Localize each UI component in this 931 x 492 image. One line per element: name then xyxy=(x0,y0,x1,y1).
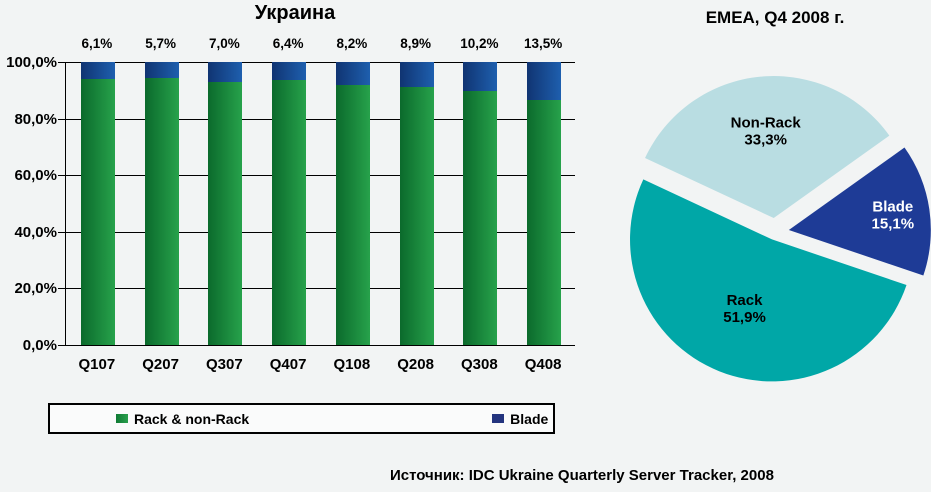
y-axis-tick-label: 0,0% xyxy=(22,337,57,354)
y-axis-tick xyxy=(58,288,66,290)
bar-value-label: 8,9% xyxy=(400,36,432,51)
bar-value-label: 6,4% xyxy=(272,36,304,51)
x-axis-category-label: Q208 xyxy=(397,356,434,373)
bar-value-label: 8,2% xyxy=(336,36,368,51)
bar-segment-rack xyxy=(80,79,115,345)
bar-segment-rack xyxy=(399,87,434,345)
x-axis-category-label: Q308 xyxy=(461,356,498,373)
legend-label-blade: Blade xyxy=(510,410,549,427)
pie-slice-label-rack: Rack 51,9% xyxy=(723,292,766,326)
stacked-bar-Q107 xyxy=(80,62,115,345)
y-axis-tick-label: 40,0% xyxy=(14,223,57,241)
bar-segment-blade xyxy=(272,62,307,81)
bar-segment-rack xyxy=(272,80,307,345)
x-axis-category-label: Q107 xyxy=(78,356,116,373)
y-axis-tick xyxy=(58,62,66,63)
stacked-bar-Q208 xyxy=(399,62,434,345)
x-axis-category-label: Q307 xyxy=(206,356,243,373)
pie-slice-label-blade: Blade 15,1% xyxy=(872,199,915,233)
legend-item-rack-nonrack: Rack & non-Rack xyxy=(116,411,249,427)
legend-swatch-blue xyxy=(492,414,505,423)
bar-segment-blade xyxy=(335,62,370,86)
y-axis-tick-label: 80,0% xyxy=(14,110,57,128)
bar-segment-blade xyxy=(463,62,498,91)
x-axis-category-label: Q407 xyxy=(269,356,307,373)
y-axis-tick-label: 100,0% xyxy=(6,54,57,71)
x-axis-category-label: Q408 xyxy=(524,356,562,373)
y-axis-tick xyxy=(58,231,66,233)
pie-chart-title: EMEA, Q4 2008 г. xyxy=(705,8,845,27)
legend-label-rack-nonrack: Rack & non-Rack xyxy=(134,410,250,427)
stacked-bar-Q408 xyxy=(527,62,562,345)
bar-chart-title: Украина xyxy=(254,2,336,24)
stacked-bar-Q308 xyxy=(463,62,498,345)
legend-swatch-green xyxy=(116,414,128,423)
pie-slice-non-rack xyxy=(645,76,890,219)
bar-value-label: 5,7% xyxy=(145,36,177,51)
gridline xyxy=(66,175,575,177)
gridline xyxy=(66,62,575,63)
bar-segment-blade xyxy=(399,62,434,88)
bar-value-label: 6,1% xyxy=(81,36,113,51)
y-axis-tick xyxy=(58,175,66,177)
bar-segment-blade xyxy=(208,62,243,82)
stacked-bar-Q307 xyxy=(208,62,243,345)
stacked-bar-Q108 xyxy=(335,62,370,345)
stacked-bar-Q207 xyxy=(144,62,179,345)
y-axis-tick-label: 20,0% xyxy=(14,280,57,298)
gridline xyxy=(66,231,575,233)
pie-slice-rack xyxy=(630,179,907,382)
gridline xyxy=(66,118,575,120)
bar-segment-rack xyxy=(463,90,498,345)
source-caption: Источник: IDC Ukraine Quarterly Server T… xyxy=(390,467,774,484)
bar-segment-rack xyxy=(335,85,370,345)
bar-chart-plot-area xyxy=(58,62,575,346)
stacked-bar-Q407 xyxy=(272,62,307,345)
x-axis-line xyxy=(66,345,575,346)
bar-value-label: 10,2% xyxy=(460,36,499,51)
bar-segment-blade xyxy=(80,62,115,80)
y-axis-tick xyxy=(58,118,66,120)
gridline xyxy=(66,288,575,290)
pie-slice-label-non-rack: Non-Rack 33,3% xyxy=(731,114,802,148)
bar-segment-rack xyxy=(144,78,179,345)
bar-segment-rack xyxy=(527,100,562,345)
pie-slice-blade xyxy=(788,147,931,276)
x-axis-category-label: Q207 xyxy=(142,356,179,373)
bar-segment-blade xyxy=(527,62,562,101)
legend-item-blade: Blade xyxy=(492,411,548,427)
y-axis-tick xyxy=(58,345,66,346)
bar-chart-legend: Rack & non-Rack Blade xyxy=(48,403,555,434)
x-axis-category-label: Q108 xyxy=(333,356,371,373)
bar-segment-rack xyxy=(208,81,243,345)
bar-value-label: 13,5% xyxy=(523,36,563,51)
y-axis-tick-label: 60,0% xyxy=(14,167,57,185)
bar-value-label: 7,0% xyxy=(208,36,240,51)
bar-segment-blade xyxy=(144,62,179,79)
